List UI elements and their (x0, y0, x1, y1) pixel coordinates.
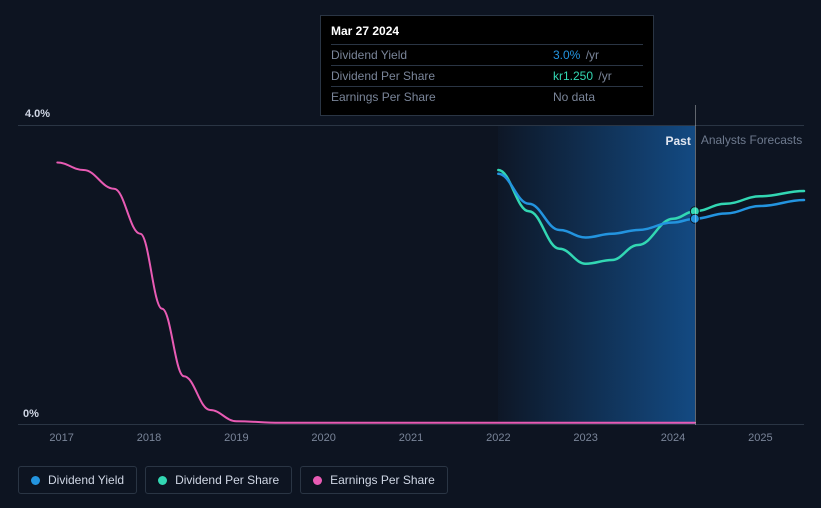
x-tick-label: 2022 (486, 432, 510, 444)
legend-dot-icon (158, 476, 167, 485)
legend-label: Earnings Per Share (330, 473, 435, 487)
x-tick-label: 2025 (748, 432, 772, 444)
tooltip-row: Dividend Yield 3.0% /yr (331, 44, 643, 65)
legend-label: Dividend Yield (48, 473, 124, 487)
chart-tooltip: Mar 27 2024 Dividend Yield3.0% /yrDivide… (320, 15, 654, 116)
legend: Dividend Yield Dividend Per Share Earnings… (18, 466, 448, 494)
legend-item[interactable]: Dividend Yield (18, 466, 137, 494)
tooltip-row-value: 3.0% /yr (553, 48, 643, 62)
y-max-label: 4.0% (25, 108, 50, 120)
tooltip-row-label: Dividend Yield (331, 48, 407, 62)
x-tick-label: 2024 (661, 432, 685, 444)
legend-dot-icon (313, 476, 322, 485)
legend-label: Dividend Per Share (175, 473, 279, 487)
x-tick-label: 2017 (49, 432, 73, 444)
x-tick-label: 2023 (573, 432, 597, 444)
legend-item[interactable]: Dividend Per Share (145, 466, 292, 494)
x-tick-label: 2019 (224, 432, 248, 444)
series-svg (18, 125, 804, 425)
tooltip-date: Mar 27 2024 (331, 24, 643, 42)
tooltip-rows: Dividend Yield 3.0% /yr Dividend Per Share… (331, 44, 643, 107)
x-tick-label: 2018 (137, 432, 161, 444)
series-line (57, 163, 695, 423)
tooltip-row-value: No data (553, 90, 643, 104)
chart-area[interactable]: Past Analysts Forecasts (18, 125, 804, 425)
cursor-line (695, 105, 696, 425)
tooltip-row-label: Dividend Per Share (331, 69, 435, 83)
legend-dot-icon (31, 476, 40, 485)
legend-item[interactable]: Earnings Per Share (300, 466, 448, 494)
x-tick-label: 2020 (311, 432, 335, 444)
tooltip-row-label: Earnings Per Share (331, 90, 436, 104)
tooltip-row: Earnings Per Share No data (331, 86, 643, 107)
x-tick-label: 2021 (399, 432, 423, 444)
tooltip-row: Dividend Per Share kr1.250 /yr (331, 65, 643, 86)
tooltip-row-value: kr1.250 /yr (553, 69, 643, 83)
